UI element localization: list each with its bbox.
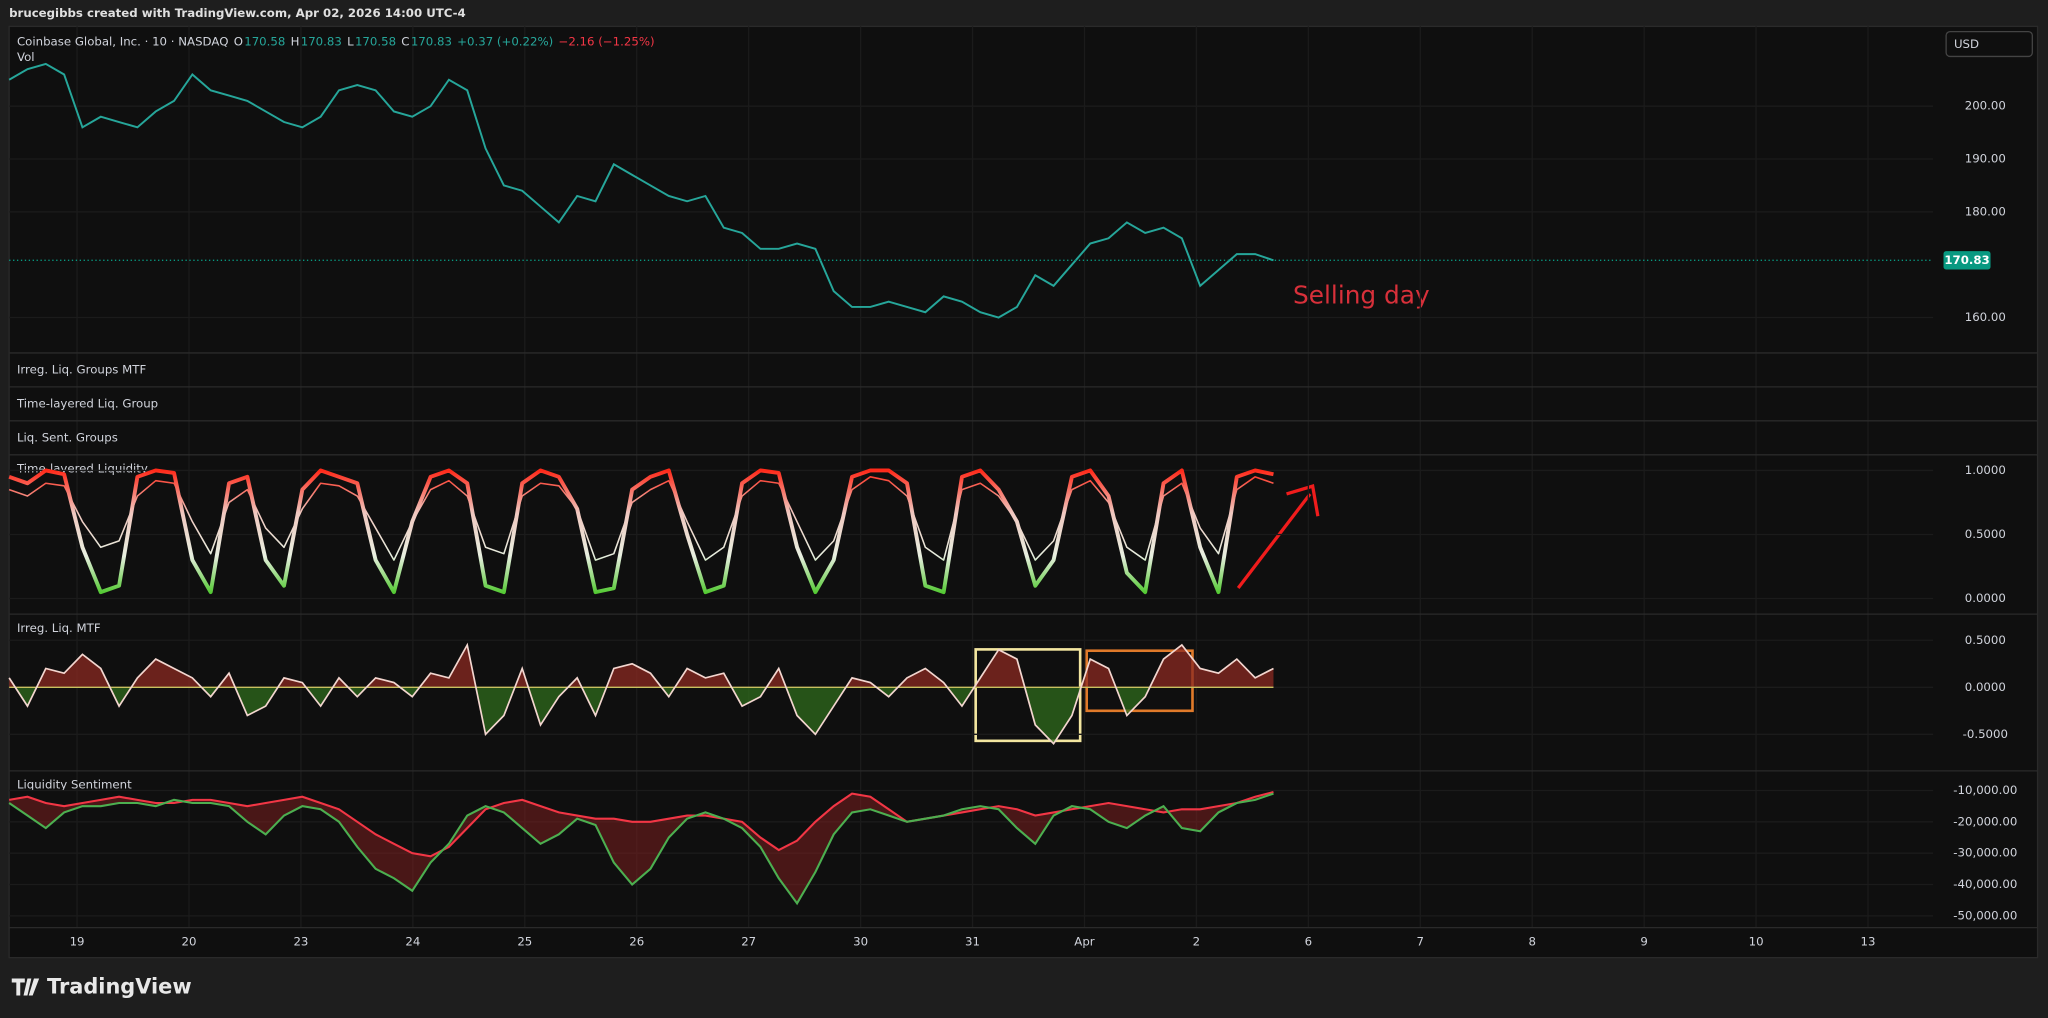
brand: TradingView xyxy=(47,975,192,999)
annotation-arrow xyxy=(1236,492,1312,590)
y-tick-label: 190.00 xyxy=(1965,152,2006,166)
chart-frame xyxy=(8,25,2039,959)
y-tick-label: 0.5000 xyxy=(1965,633,2006,647)
x-tick-label: 8 xyxy=(1528,934,1535,948)
legend-item: H xyxy=(291,35,300,49)
x-tick-label: 23 xyxy=(293,934,308,948)
volume-label: Vol xyxy=(17,50,35,64)
legend-item: Coinbase Global, Inc. · 10 · NASDAQ xyxy=(17,35,228,49)
pane-title: Liq. Sent. Groups xyxy=(17,430,118,444)
y-tick-label: 180.00 xyxy=(1965,204,2006,218)
credit: brucegibbs created with TradingView.com,… xyxy=(9,6,466,20)
x-tick-label: Apr xyxy=(1074,934,1094,948)
y-tick-label: 0.0000 xyxy=(1965,591,2006,605)
pane-title: Liquidity Sentiment xyxy=(17,778,132,792)
annotation-box xyxy=(974,648,1082,743)
x-tick-label: 31 xyxy=(965,934,980,948)
last-price-label: 170.83 xyxy=(1944,253,1989,267)
sentiment-line xyxy=(8,792,1274,906)
y-tick-label: 160.00 xyxy=(1965,310,2006,324)
currency-button[interactable] xyxy=(1945,30,2033,58)
legend-item: 170.83 xyxy=(411,35,452,49)
legend-item: L xyxy=(347,35,354,49)
legend-item: C xyxy=(401,35,409,49)
last-price-box xyxy=(1943,251,1991,270)
y-tick-label: -30,000.00 xyxy=(1953,846,2017,860)
y-tick-label: -50,000.00 xyxy=(1953,908,2017,922)
y-tick-label: -0.5000 xyxy=(1963,727,2008,741)
pane-title: Time-layered Liq. Group xyxy=(16,396,158,410)
brand-logo xyxy=(11,978,40,996)
x-tick-label: 10 xyxy=(1749,934,1764,948)
legend-item: 170.58 xyxy=(355,35,396,49)
x-tick-label: 19 xyxy=(70,934,85,948)
x-tick-label: 30 xyxy=(853,934,868,948)
x-tick-label: 6 xyxy=(1305,934,1312,948)
legend-item: 170.83 xyxy=(301,35,342,49)
x-tick-label: 13 xyxy=(1861,934,1876,948)
y-tick-label: 1.0000 xyxy=(1965,463,2006,477)
pane-title: Irreg. Liq. Groups MTF xyxy=(17,362,147,376)
x-tick-label: 27 xyxy=(741,934,756,948)
legend-item: 170.58 xyxy=(244,35,285,49)
x-tick-label: 26 xyxy=(629,934,644,948)
currency[interactable]: USD xyxy=(1954,37,1979,51)
x-tick-label: 2 xyxy=(1193,934,1200,948)
x-tick-label: 20 xyxy=(182,934,197,948)
legend-item: +0.37 (+0.22%) xyxy=(457,35,553,49)
legend-item: O xyxy=(234,35,243,49)
x-tick-label: 25 xyxy=(517,934,532,948)
y-tick-label: -10,000.00 xyxy=(1953,783,2017,797)
liquidity-line xyxy=(8,468,1274,595)
price-line xyxy=(8,62,1274,319)
legend-item: −2.16 (−1.25%) xyxy=(558,35,654,49)
mtf-line xyxy=(8,642,1274,746)
liquidity-line xyxy=(8,476,1274,561)
y-tick-label: 0.5000 xyxy=(1965,527,2006,541)
pane-title: Time-layered Liquidity xyxy=(16,462,148,476)
area-up xyxy=(9,644,1274,688)
band-fill xyxy=(9,792,1274,904)
x-tick-label: 9 xyxy=(1640,934,1647,948)
y-tick-label: 200.00 xyxy=(1965,99,2006,113)
annotation-arrowhead xyxy=(1286,484,1320,517)
x-tick-label: 24 xyxy=(405,934,420,948)
annotation-text: Selling day xyxy=(1293,281,1430,310)
y-tick-label: -20,000.00 xyxy=(1953,814,2017,828)
x-tick-label: 7 xyxy=(1417,934,1424,948)
y-tick-label: 0.0000 xyxy=(1965,680,2006,694)
y-tick-label: -40,000.00 xyxy=(1953,877,2017,891)
pane-title: Irreg. Liq. MTF xyxy=(17,621,101,635)
